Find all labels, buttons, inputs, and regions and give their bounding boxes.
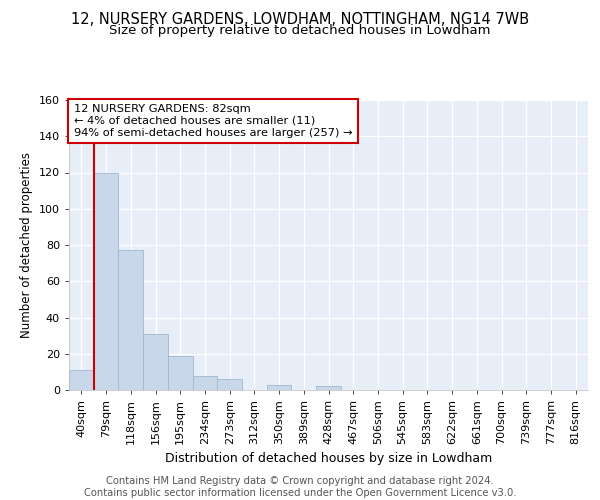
Text: 12 NURSERY GARDENS: 82sqm
← 4% of detached houses are smaller (11)
94% of semi-d: 12 NURSERY GARDENS: 82sqm ← 4% of detach…	[74, 104, 353, 138]
Y-axis label: Number of detached properties: Number of detached properties	[20, 152, 33, 338]
Bar	[118, 250, 143, 390]
Bar	[94, 172, 118, 390]
Bar	[267, 384, 292, 390]
Text: Size of property relative to detached houses in Lowdham: Size of property relative to detached ho…	[109, 24, 491, 37]
Bar	[316, 386, 341, 390]
Bar	[217, 379, 242, 390]
Bar	[143, 334, 168, 390]
X-axis label: Distribution of detached houses by size in Lowdham: Distribution of detached houses by size …	[165, 452, 492, 466]
Text: 12, NURSERY GARDENS, LOWDHAM, NOTTINGHAM, NG14 7WB: 12, NURSERY GARDENS, LOWDHAM, NOTTINGHAM…	[71, 12, 529, 28]
Bar	[193, 376, 217, 390]
Text: Contains HM Land Registry data © Crown copyright and database right 2024.
Contai: Contains HM Land Registry data © Crown c…	[84, 476, 516, 498]
Bar	[168, 356, 193, 390]
Bar	[69, 370, 94, 390]
